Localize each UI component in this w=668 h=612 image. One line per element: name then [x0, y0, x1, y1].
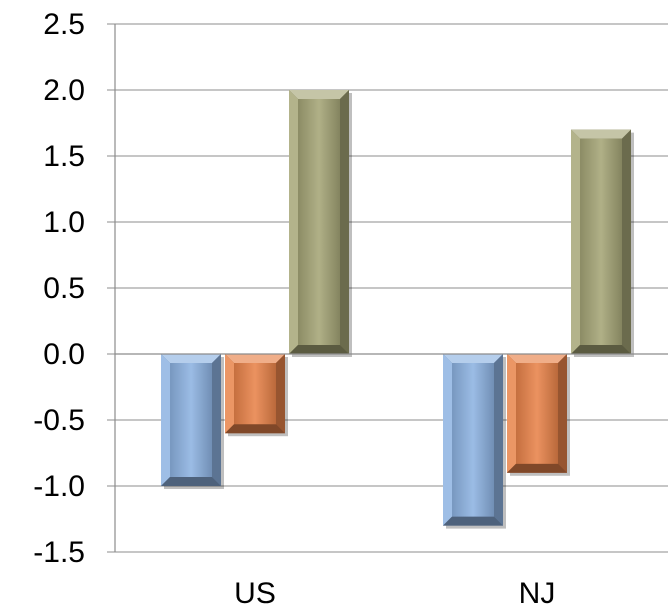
- bar-face: [452, 363, 494, 517]
- bar-bevel-top: [289, 90, 349, 99]
- bar-bevel-left: [443, 354, 452, 526]
- x-category-label: NJ: [519, 577, 556, 610]
- y-tick-label: 2.5: [43, 8, 85, 41]
- bar-bevel-left: [225, 354, 234, 434]
- axes: [114, 24, 668, 552]
- bar: [507, 354, 570, 476]
- bar-bevel-left: [161, 354, 170, 486]
- bar: [289, 90, 352, 357]
- y-tick-label: -1.5: [33, 536, 85, 569]
- bar: [571, 129, 634, 357]
- bar-bevel-left: [571, 129, 580, 354]
- bar-bevel-top: [571, 129, 631, 139]
- bar-bevel-right: [340, 90, 349, 354]
- y-tick-label: 2.0: [43, 74, 85, 107]
- bar-bevel-right: [558, 354, 567, 473]
- bar-bevel-top: [161, 354, 221, 363]
- bar-bevel-bottom: [571, 345, 631, 354]
- bar-bevel-left: [507, 354, 516, 473]
- bar-bevel-top: [507, 354, 567, 363]
- bar-face: [580, 138, 622, 345]
- y-tick-label: 1.5: [43, 140, 85, 173]
- bar-face: [298, 99, 340, 345]
- labels: -1.5 -1.0 -0.5 0.0 0.5 1.0 1.5 2.0 2.5 US NJ: [33, 8, 555, 610]
- bar-bevel-bottom: [507, 463, 567, 473]
- bar-bevel-top: [225, 354, 285, 363]
- bar-face: [234, 363, 276, 425]
- y-tick-label: 0.0: [43, 338, 85, 371]
- bar: [443, 354, 506, 529]
- y-tick-label: 1.0: [43, 206, 85, 239]
- y-tick-label: -1.0: [33, 470, 85, 503]
- bar-bevel-right: [622, 129, 631, 354]
- bar-bevel-top: [443, 354, 503, 363]
- bar-face: [516, 363, 558, 464]
- bar: [225, 354, 288, 437]
- bar: [161, 354, 224, 489]
- bar-bevel-right: [494, 354, 503, 526]
- bar-bevel-bottom: [161, 477, 221, 486]
- bars: [161, 90, 634, 529]
- bar-bevel-bottom: [225, 424, 285, 434]
- bar-bevel-right: [276, 354, 285, 434]
- bar-bevel-bottom: [289, 345, 349, 354]
- bar-bevel-left: [289, 90, 298, 354]
- y-tick-label: 0.5: [43, 272, 85, 305]
- bar-bevel-bottom: [443, 516, 503, 526]
- bar-bevel-right: [212, 354, 221, 486]
- x-category-label: US: [234, 577, 276, 610]
- bar-face: [170, 363, 212, 477]
- y-tick-label: -0.5: [33, 404, 85, 437]
